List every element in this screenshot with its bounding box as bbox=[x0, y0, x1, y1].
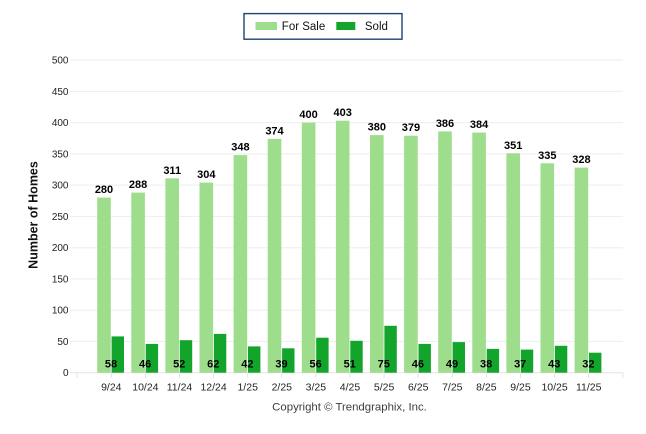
svg-text:1/25: 1/25 bbox=[237, 381, 258, 393]
svg-text:6/25: 6/25 bbox=[408, 381, 429, 393]
svg-text:39: 39 bbox=[275, 359, 287, 371]
svg-text:200: 200 bbox=[52, 243, 69, 254]
svg-text:9/25: 9/25 bbox=[510, 381, 531, 393]
svg-text:351: 351 bbox=[504, 140, 522, 152]
svg-text:3/25: 3/25 bbox=[306, 381, 327, 393]
svg-text:400: 400 bbox=[52, 118, 69, 129]
svg-text:58: 58 bbox=[105, 359, 117, 371]
svg-text:500: 500 bbox=[52, 56, 69, 67]
svg-text:348: 348 bbox=[231, 142, 249, 154]
svg-text:5/25: 5/25 bbox=[374, 381, 395, 393]
svg-text:379: 379 bbox=[402, 122, 420, 134]
svg-text:4/25: 4/25 bbox=[340, 381, 361, 393]
svg-text:37: 37 bbox=[514, 359, 526, 371]
svg-text:75: 75 bbox=[378, 359, 390, 371]
svg-text:384: 384 bbox=[470, 119, 489, 131]
svg-text:250: 250 bbox=[52, 212, 69, 223]
svg-text:10/25: 10/25 bbox=[541, 381, 567, 393]
svg-text:9/24: 9/24 bbox=[101, 381, 122, 393]
svg-text:380: 380 bbox=[368, 122, 386, 134]
svg-text:374: 374 bbox=[265, 125, 284, 137]
svg-text:For Sale: For Sale bbox=[282, 21, 325, 33]
svg-text:288: 288 bbox=[129, 179, 147, 191]
svg-text:300: 300 bbox=[52, 181, 69, 192]
svg-text:8/25: 8/25 bbox=[476, 381, 497, 393]
svg-text:38: 38 bbox=[480, 359, 492, 371]
svg-text:7/25: 7/25 bbox=[442, 381, 463, 393]
svg-text:46: 46 bbox=[139, 359, 151, 371]
svg-text:400: 400 bbox=[299, 109, 317, 121]
svg-text:Copyright © Trendgraphix, Inc.: Copyright © Trendgraphix, Inc. bbox=[272, 401, 427, 413]
svg-text:386: 386 bbox=[436, 118, 454, 130]
svg-text:56: 56 bbox=[309, 359, 321, 371]
svg-text:11/24: 11/24 bbox=[167, 381, 193, 393]
svg-text:52: 52 bbox=[173, 359, 185, 371]
svg-text:49: 49 bbox=[446, 359, 458, 371]
svg-text:335: 335 bbox=[538, 150, 556, 162]
svg-text:280: 280 bbox=[95, 184, 113, 196]
svg-text:32: 32 bbox=[582, 359, 594, 371]
svg-text:311: 311 bbox=[163, 165, 181, 177]
svg-text:350: 350 bbox=[52, 149, 69, 160]
svg-text:2/25: 2/25 bbox=[272, 381, 293, 393]
svg-text:450: 450 bbox=[52, 87, 69, 98]
svg-text:328: 328 bbox=[572, 154, 590, 166]
svg-text:50: 50 bbox=[57, 337, 69, 348]
svg-text:Number of Homes: Number of Homes bbox=[26, 161, 40, 269]
svg-text:150: 150 bbox=[52, 274, 69, 285]
svg-text:46: 46 bbox=[412, 359, 424, 371]
svg-text:43: 43 bbox=[548, 359, 560, 371]
svg-text:12/24: 12/24 bbox=[200, 381, 226, 393]
svg-text:42: 42 bbox=[241, 359, 253, 371]
svg-text:10/24: 10/24 bbox=[132, 381, 158, 393]
svg-text:Sold: Sold bbox=[365, 21, 388, 33]
svg-text:62: 62 bbox=[207, 359, 219, 371]
svg-text:0: 0 bbox=[63, 368, 69, 379]
svg-text:100: 100 bbox=[52, 306, 69, 317]
svg-text:11/25: 11/25 bbox=[576, 381, 602, 393]
svg-text:403: 403 bbox=[334, 107, 352, 119]
svg-text:304: 304 bbox=[197, 169, 216, 181]
svg-text:51: 51 bbox=[344, 359, 356, 371]
